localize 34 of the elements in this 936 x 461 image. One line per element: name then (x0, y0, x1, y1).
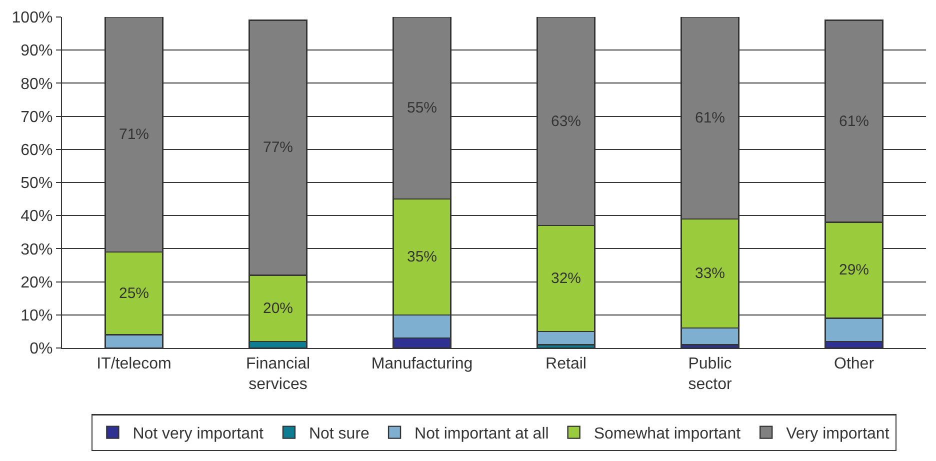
data-label: 77% (262, 139, 294, 156)
y-tick-label: 80% (20, 76, 53, 93)
y-tick-label: 90% (20, 42, 53, 60)
legend-label: Not important at all (414, 426, 549, 443)
x-tick-label: Financial services (246, 355, 310, 394)
legend-label: Not sure (308, 426, 370, 443)
x-tick-label: Retail (546, 355, 586, 372)
data-label: 32% (550, 270, 582, 287)
legend-label: Very important (786, 426, 890, 443)
legend-label: Not very important (132, 426, 264, 443)
x-tick-label: IT/telecom (96, 355, 172, 372)
x-tick-label: Public sector (688, 355, 732, 394)
data-label: 61% (694, 109, 726, 126)
x-tick-label: Other (834, 355, 875, 372)
y-tick-label: 50% (20, 175, 53, 192)
y-tick-label: 100% (12, 10, 53, 27)
data-label: 55% (406, 100, 438, 117)
data-label: 25% (118, 284, 150, 302)
data-label: 29% (838, 262, 870, 279)
y-tick-label: 30% (20, 241, 53, 258)
data-label: 20% (262, 300, 294, 317)
data-label: 71% (118, 126, 150, 144)
x-tick-label: Manufacturing (371, 355, 473, 372)
data-label: 63% (550, 112, 582, 130)
data-label: 61% (838, 112, 870, 130)
y-tick-label: 70% (20, 108, 53, 126)
legend-label: Somewhat important (594, 426, 742, 443)
data-label: 33% (694, 265, 726, 282)
y-tick-label: 0% (30, 340, 53, 358)
y-tick-label: 40% (20, 208, 53, 226)
data-label: 35% (406, 248, 438, 266)
y-tick-label: 60% (20, 142, 53, 159)
y-tick-label: 20% (20, 274, 53, 292)
y-tick-label: 10% (20, 308, 53, 324)
